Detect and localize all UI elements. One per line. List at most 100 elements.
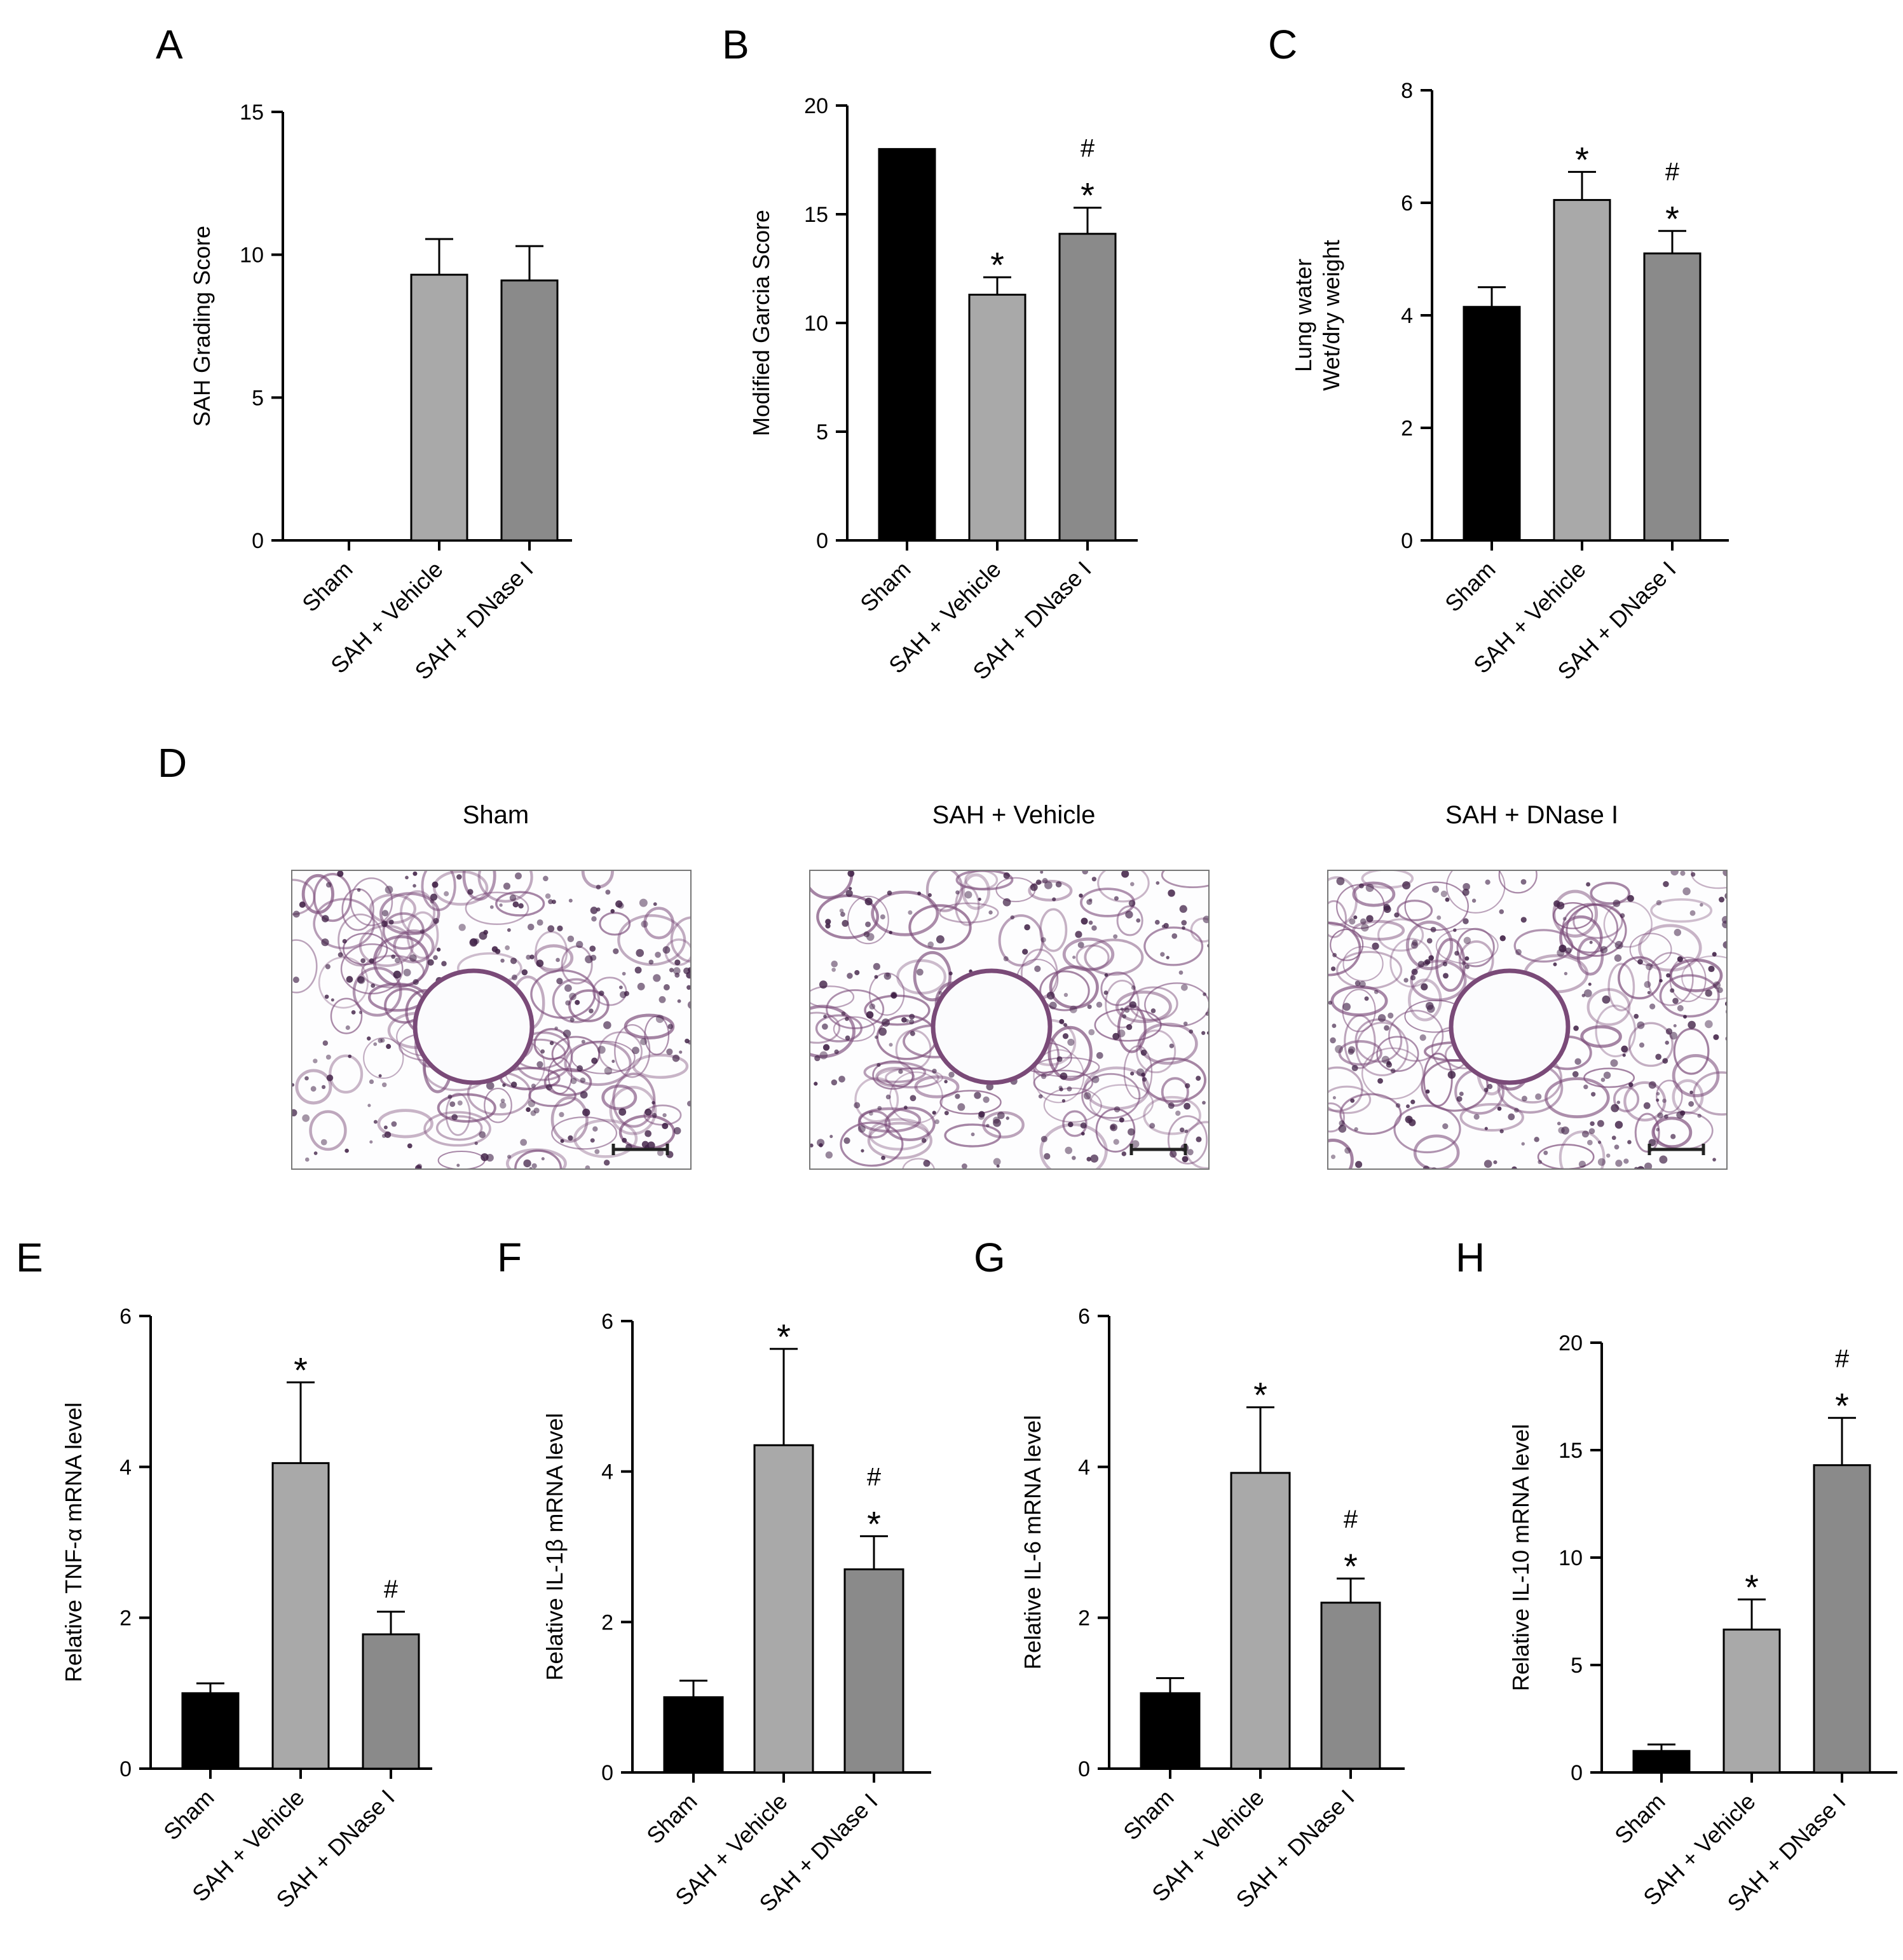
nucleus	[916, 968, 924, 976]
y-tick-label: 2	[601, 1610, 613, 1634]
nucleus	[1431, 1167, 1437, 1168]
nucleus	[622, 1137, 627, 1143]
nucleus	[456, 1163, 460, 1167]
nucleus	[1621, 1045, 1628, 1053]
nucleus	[1419, 1034, 1426, 1041]
nucleus	[531, 1083, 536, 1088]
nucleus	[1059, 1018, 1065, 1024]
nucleus	[881, 1155, 885, 1160]
nucleus	[313, 1151, 318, 1155]
nucleus	[413, 979, 419, 985]
nucleus	[326, 1074, 334, 1081]
nucleus	[1656, 1098, 1660, 1102]
nucleus	[854, 970, 860, 975]
x-tick-label: Sham	[158, 1785, 219, 1845]
nucleus	[845, 1017, 849, 1021]
nucleus	[847, 871, 855, 877]
nucleus	[1588, 1128, 1595, 1134]
nucleus	[948, 971, 953, 976]
nucleus	[1361, 923, 1369, 932]
nucleus	[1637, 1021, 1645, 1029]
nucleus	[1055, 881, 1062, 887]
nucleus	[1405, 1115, 1413, 1123]
alveolar-wall	[913, 951, 952, 1002]
nucleus	[1600, 1078, 1606, 1082]
y-tick-label: 2	[119, 1607, 132, 1631]
alveolar-wall	[858, 1107, 922, 1133]
nucleus	[1030, 883, 1038, 891]
nucleus	[1003, 872, 1010, 879]
nucleus	[1665, 1040, 1669, 1045]
nucleus	[433, 955, 438, 961]
alveolar-wall	[868, 1118, 930, 1151]
nucleus	[1149, 1123, 1156, 1129]
nucleus	[1335, 1045, 1343, 1053]
nucleus	[908, 910, 913, 915]
nucleus	[651, 1113, 657, 1118]
nucleus	[1354, 1127, 1358, 1132]
nucleus	[1384, 1025, 1389, 1031]
alveolar-wall	[1659, 974, 1720, 1018]
nucleus	[1422, 1165, 1430, 1168]
bar-dnase	[1813, 1464, 1871, 1774]
nucleus	[974, 1092, 981, 1099]
nucleus	[1574, 1058, 1581, 1065]
nucleus	[1080, 1122, 1087, 1129]
alveolar-wall	[1084, 938, 1144, 976]
nucleus	[1121, 1151, 1126, 1156]
alveolar-wall	[573, 1119, 638, 1158]
nucleus	[594, 1149, 600, 1155]
alveolar-wall	[313, 873, 352, 922]
nucleus	[618, 1108, 627, 1116]
nucleus	[570, 1017, 575, 1022]
nucleus	[1644, 981, 1651, 988]
alveolar-wall	[810, 1011, 841, 1044]
nucleus	[1440, 890, 1448, 898]
nucleus	[1075, 931, 1082, 938]
alveolar-wall	[1613, 1086, 1640, 1113]
nucleus	[1119, 1117, 1124, 1123]
nucleus	[1056, 1056, 1063, 1062]
nucleus	[386, 1044, 392, 1050]
nucleus	[948, 1071, 955, 1078]
nucleus	[610, 908, 615, 914]
alveolar-wall	[1650, 898, 1713, 923]
nucleus	[1412, 940, 1418, 946]
significance-hash: #	[1665, 158, 1680, 186]
nucleus	[819, 1051, 828, 1060]
alveolar-wall	[1161, 871, 1208, 889]
nucleus	[1067, 1086, 1072, 1092]
nucleus	[1344, 1147, 1351, 1154]
nucleus	[901, 1017, 907, 1023]
nucleus	[932, 1111, 936, 1115]
alveolar-wall	[318, 956, 369, 1009]
nucleus	[1515, 949, 1522, 956]
nucleus	[1722, 941, 1726, 949]
nucleus	[576, 941, 583, 949]
alveolar-wall	[599, 912, 631, 936]
nucleus	[1338, 1125, 1347, 1133]
significance-star: *	[1081, 175, 1095, 216]
nucleus	[825, 1151, 833, 1159]
nucleus	[1402, 881, 1411, 890]
nucleus	[313, 1059, 318, 1064]
nucleus	[648, 959, 654, 965]
nucleus	[381, 1134, 386, 1138]
blood-vessel	[931, 968, 1053, 1085]
nucleus	[1059, 1087, 1063, 1092]
nucleus	[590, 1138, 595, 1143]
nucleus	[1006, 1116, 1009, 1120]
nucleus	[1091, 1076, 1100, 1083]
nucleus	[1383, 903, 1391, 911]
nucleus	[321, 915, 329, 922]
nucleus	[1674, 929, 1682, 936]
bar-sham	[878, 147, 936, 542]
alveolar-wall	[1328, 1102, 1346, 1133]
nucleus	[1113, 1139, 1119, 1145]
nucleus	[934, 1119, 939, 1125]
bar-vehicle	[1722, 1628, 1781, 1774]
nucleus	[1600, 946, 1608, 954]
nucleus	[358, 1010, 362, 1015]
nucleus	[1538, 1160, 1543, 1165]
